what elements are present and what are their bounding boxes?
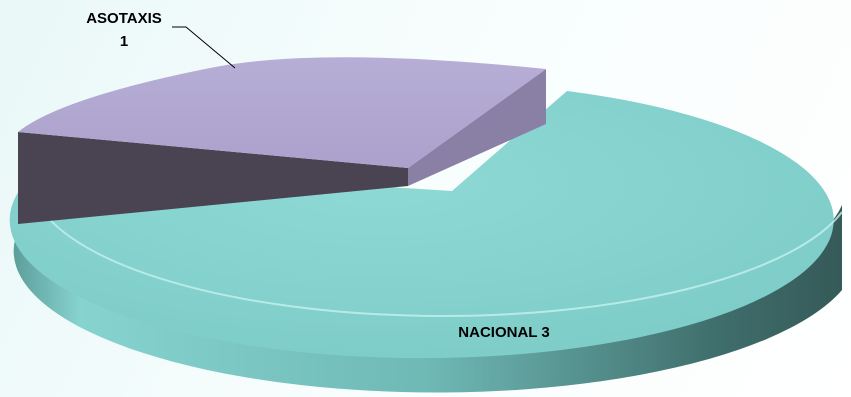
slice-nacional <box>9 91 843 393</box>
slice-asotaxis <box>18 57 546 224</box>
slice-asotaxis-top <box>18 57 546 168</box>
slice-nacional-side <box>13 205 843 393</box>
slice-asotaxis-right-face <box>408 69 546 186</box>
nacional-label: NACIONAL 3 <box>458 324 549 341</box>
asotaxis-label-value: 1 <box>120 33 128 50</box>
asotaxis-leader-line <box>172 26 236 69</box>
slice-nacional-rim <box>35 199 843 317</box>
slice-nacional-top <box>9 91 834 359</box>
slice-asotaxis-left-face <box>18 132 408 224</box>
asotaxis-label-name: ASOTAXIS <box>86 10 162 27</box>
